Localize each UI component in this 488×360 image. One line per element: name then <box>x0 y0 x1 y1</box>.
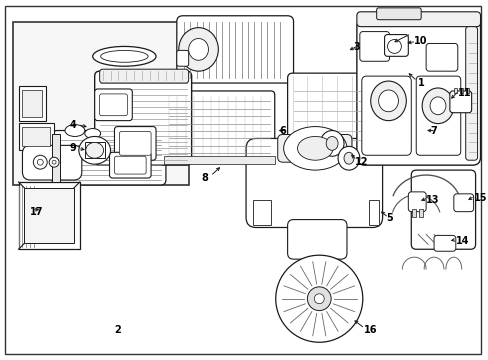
FancyBboxPatch shape <box>356 19 480 165</box>
Ellipse shape <box>343 152 353 164</box>
Ellipse shape <box>378 90 398 112</box>
Text: 4: 4 <box>69 120 76 130</box>
FancyBboxPatch shape <box>177 16 293 83</box>
FancyBboxPatch shape <box>453 194 473 212</box>
Ellipse shape <box>179 28 218 71</box>
Ellipse shape <box>84 129 101 139</box>
Text: 9: 9 <box>69 143 76 153</box>
Text: 10: 10 <box>413 36 427 46</box>
FancyBboxPatch shape <box>407 192 425 212</box>
Text: 5: 5 <box>386 213 392 222</box>
Text: 15: 15 <box>473 193 486 203</box>
Text: 12: 12 <box>354 157 367 167</box>
FancyBboxPatch shape <box>100 69 188 83</box>
FancyBboxPatch shape <box>277 135 351 162</box>
Bar <box>52 135 60 182</box>
FancyBboxPatch shape <box>361 76 410 155</box>
Ellipse shape <box>85 143 103 158</box>
FancyBboxPatch shape <box>95 71 191 165</box>
Ellipse shape <box>370 81 406 121</box>
Text: 14: 14 <box>455 237 468 246</box>
FancyBboxPatch shape <box>287 73 378 148</box>
FancyBboxPatch shape <box>119 131 151 155</box>
FancyBboxPatch shape <box>287 220 346 259</box>
FancyBboxPatch shape <box>100 94 127 116</box>
FancyBboxPatch shape <box>433 235 455 251</box>
Text: 13: 13 <box>425 195 439 205</box>
FancyBboxPatch shape <box>376 8 420 20</box>
Bar <box>252 200 270 225</box>
Text: 6: 6 <box>278 126 285 135</box>
Ellipse shape <box>188 39 208 60</box>
Bar <box>418 209 422 217</box>
Bar <box>465 88 468 93</box>
Ellipse shape <box>325 136 337 150</box>
Text: 8: 8 <box>201 173 208 183</box>
Bar <box>459 88 462 93</box>
FancyBboxPatch shape <box>163 91 274 160</box>
Text: 2: 2 <box>114 325 121 336</box>
FancyBboxPatch shape <box>52 131 165 185</box>
Bar <box>22 127 50 147</box>
Ellipse shape <box>275 255 362 342</box>
Text: 16: 16 <box>363 325 377 336</box>
Bar <box>19 86 46 121</box>
FancyBboxPatch shape <box>465 27 477 160</box>
Ellipse shape <box>33 155 47 169</box>
FancyBboxPatch shape <box>410 170 475 249</box>
Text: 11: 11 <box>457 88 470 98</box>
Ellipse shape <box>429 97 445 115</box>
FancyBboxPatch shape <box>22 145 81 180</box>
Ellipse shape <box>337 147 359 170</box>
FancyBboxPatch shape <box>415 76 460 155</box>
Ellipse shape <box>37 159 43 165</box>
FancyBboxPatch shape <box>449 91 470 113</box>
Ellipse shape <box>283 127 346 170</box>
Text: 3: 3 <box>352 42 359 53</box>
Bar <box>22 90 42 117</box>
Bar <box>19 182 80 249</box>
Ellipse shape <box>421 88 453 123</box>
Text: 7: 7 <box>429 126 436 135</box>
Ellipse shape <box>314 294 324 304</box>
Ellipse shape <box>65 125 84 136</box>
Bar <box>411 209 415 217</box>
FancyBboxPatch shape <box>245 139 382 228</box>
Bar <box>24 188 74 243</box>
Bar <box>453 88 456 93</box>
FancyBboxPatch shape <box>425 44 457 71</box>
FancyBboxPatch shape <box>114 127 156 160</box>
FancyBboxPatch shape <box>384 35 407 56</box>
Ellipse shape <box>297 136 332 160</box>
Bar <box>163 156 274 164</box>
Bar <box>13 22 188 185</box>
Ellipse shape <box>101 50 148 62</box>
Ellipse shape <box>387 40 401 53</box>
FancyBboxPatch shape <box>356 12 480 27</box>
Ellipse shape <box>79 136 110 164</box>
Ellipse shape <box>52 160 56 164</box>
FancyBboxPatch shape <box>109 152 151 178</box>
Bar <box>84 143 104 158</box>
FancyBboxPatch shape <box>114 156 146 174</box>
Text: 1: 1 <box>417 78 424 88</box>
Ellipse shape <box>49 157 59 167</box>
Text: 17: 17 <box>30 207 44 217</box>
FancyBboxPatch shape <box>177 50 188 66</box>
Bar <box>19 123 54 150</box>
Bar <box>368 200 378 225</box>
FancyBboxPatch shape <box>95 89 132 121</box>
Ellipse shape <box>307 287 330 311</box>
Ellipse shape <box>320 131 343 156</box>
Ellipse shape <box>93 46 156 66</box>
FancyBboxPatch shape <box>359 32 389 61</box>
